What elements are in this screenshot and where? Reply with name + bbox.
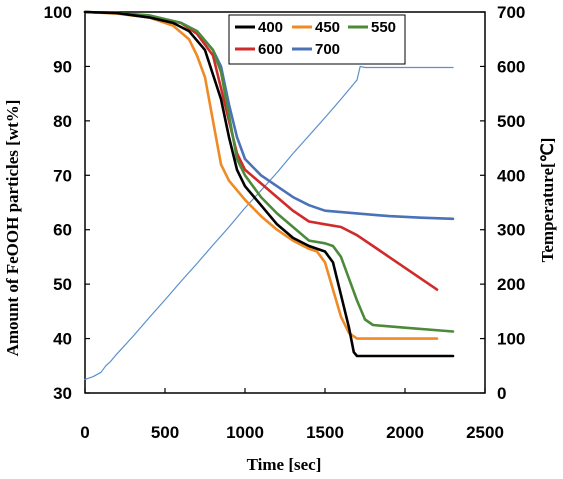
series-line-450 (83, 10, 439, 340)
y2-axis-title: Temperature[℃] (538, 138, 557, 263)
y-tick-label: 100 (44, 3, 72, 22)
plot-border (84, 11, 486, 394)
y-axis-left: 30 40 50 60 70 80 90 100 (44, 3, 90, 403)
legend-label-700: 700 (315, 41, 340, 58)
x-tick-label: 500 (151, 423, 179, 442)
legend-label-400: 400 (258, 19, 283, 36)
y-tick-label: 90 (53, 57, 72, 76)
legend-label-550: 550 (371, 19, 396, 36)
y2-tick-label: 0 (497, 384, 506, 403)
x-axis: 0 500 1000 1500 2000 2500 (80, 388, 504, 442)
y-axis-title: Amount of FeOOH particles [wt%] (3, 100, 22, 357)
y2-tick-label: 100 (497, 330, 525, 349)
x-axis-title: Time [sec] (247, 455, 322, 474)
y2-tick-label: 500 (497, 112, 525, 131)
y-tick-label: 40 (53, 330, 72, 349)
y-tick-label: 60 (53, 221, 72, 240)
x-tick-label: 0 (80, 423, 89, 442)
y-tick-label: 70 (53, 166, 72, 185)
y2-tick-label: 300 (497, 221, 525, 240)
y2-tick-label: 700 (497, 3, 525, 22)
x-tick-label: 2500 (466, 423, 504, 442)
x-tick-label: 1500 (306, 423, 344, 442)
y-tick-label: 50 (53, 275, 72, 294)
legend: 400 450 550 600 700 (228, 14, 406, 65)
series-line-temperature (84, 65, 454, 380)
y2-tick-label: 400 (497, 166, 525, 185)
series-line-400 (83, 10, 455, 358)
x-tick-label: 1000 (226, 423, 264, 442)
plot-frame (84, 11, 486, 394)
y2-tick-label: 200 (497, 275, 525, 294)
legend-box (228, 14, 406, 65)
x-tick-label: 2000 (386, 423, 424, 442)
y-axis-right: 0 100 200 300 400 500 600 700 (480, 3, 525, 403)
legend-label-600: 600 (258, 41, 283, 58)
y-tick-label: 30 (53, 384, 72, 403)
y-tick-label: 80 (53, 112, 72, 131)
y2-tick-label: 600 (497, 57, 525, 76)
series-line-550 (83, 10, 455, 333)
legend-label-450: 450 (315, 19, 340, 36)
series-layer (83, 10, 455, 380)
